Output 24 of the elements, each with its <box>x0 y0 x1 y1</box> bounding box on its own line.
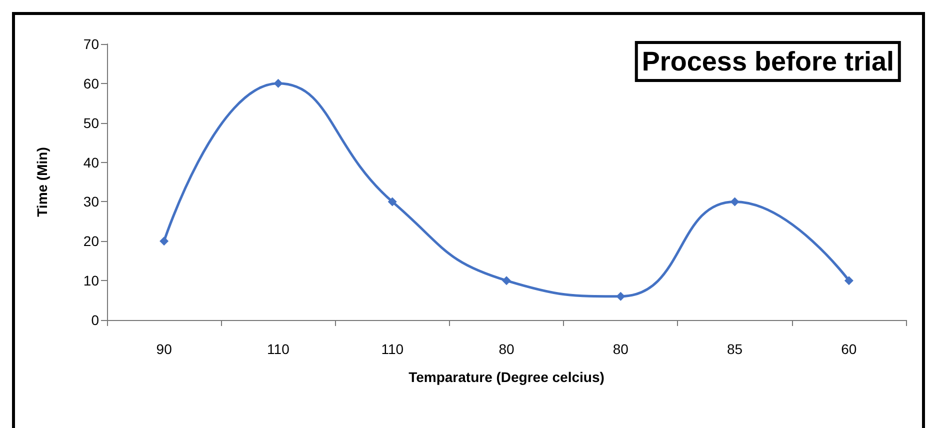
y-tick-label: 20 <box>83 233 100 250</box>
x-axis-title: Temparature (Degree celcius) <box>408 369 604 385</box>
x-tick-label: 80 <box>612 341 629 357</box>
y-tick-label: 60 <box>83 75 100 92</box>
y-tick-label: 50 <box>83 114 100 131</box>
x-tick-label: 85 <box>726 341 743 357</box>
chart-title: Process before trial <box>642 46 894 76</box>
point <box>274 78 283 88</box>
y-tick-label: 30 <box>83 194 100 210</box>
point <box>160 236 169 246</box>
y-tick-label: 70 <box>83 36 100 52</box>
x-tick-label: 60 <box>841 341 857 357</box>
y-tick-label: 40 <box>83 154 100 170</box>
x-tick-label: 110 <box>267 341 290 357</box>
x-tick-label: 90 <box>156 341 172 357</box>
y-axis-title: Time (Min) <box>34 147 50 217</box>
point <box>388 197 397 206</box>
x-tick-label: 110 <box>381 341 404 357</box>
point <box>730 197 740 206</box>
y-tick-label: 10 <box>83 272 100 289</box>
point <box>844 276 854 286</box>
x-tick-label: 80 <box>498 341 514 357</box>
y-tick-label: 0 <box>91 312 100 328</box>
point <box>502 276 511 286</box>
